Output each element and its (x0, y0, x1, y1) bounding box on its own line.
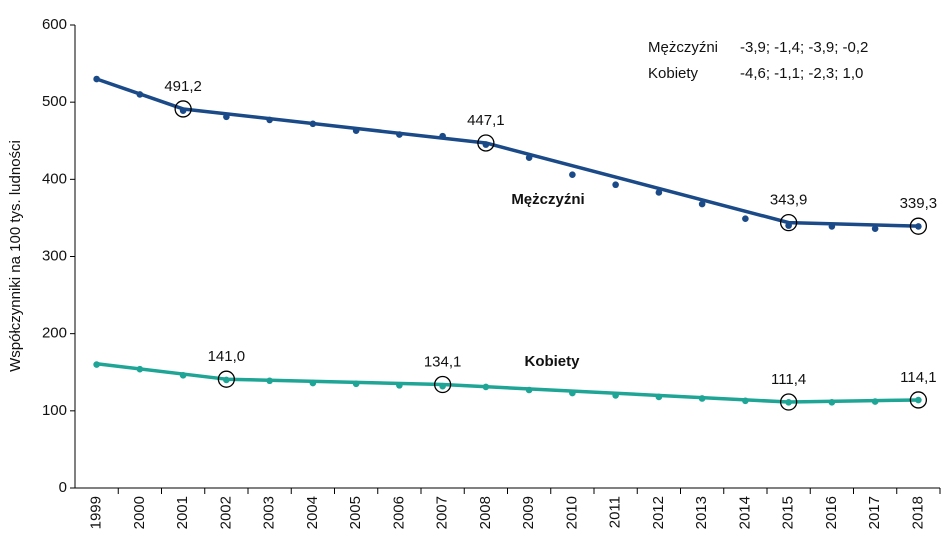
joinpoint (477, 134, 495, 152)
data-point (525, 386, 533, 394)
x-tick-label: 2014 (736, 496, 753, 529)
data-point (871, 398, 879, 405)
y-tick-label: 100 (42, 402, 67, 419)
x-tick-label: 2010 (563, 496, 580, 529)
data-point (525, 154, 533, 162)
data-point (482, 383, 490, 391)
x-tick-label: 2018 (909, 496, 926, 529)
data-point (569, 389, 576, 397)
x-tick-label: 2002 (217, 496, 234, 529)
data-point (828, 399, 836, 406)
annotation-name: Kobiety (648, 65, 699, 82)
data-point (828, 223, 836, 230)
data-point (871, 225, 879, 233)
y-tick-label: 0 (59, 479, 67, 496)
x-tick-label: 2009 (520, 496, 537, 529)
data-point (698, 395, 706, 402)
joinpoint-label: 339,3 (900, 195, 938, 212)
x-tick-label: 2005 (347, 496, 364, 529)
joinpoint-label: 134,1 (424, 353, 462, 370)
data-point (698, 200, 706, 208)
y-tick-label: 600 (42, 16, 67, 33)
data-point (309, 379, 317, 387)
joinpoint-label: 491,2 (164, 78, 202, 95)
x-tick-label: 2017 (866, 496, 883, 529)
data-point (93, 361, 100, 368)
joinpoint-label: 447,1 (467, 112, 505, 129)
x-tick-label: 1999 (88, 496, 105, 529)
x-tick-label: 2000 (131, 496, 148, 529)
data-point (742, 215, 749, 222)
data-point (482, 141, 490, 148)
data-point (352, 127, 360, 135)
data-point (785, 222, 792, 229)
data-point (136, 365, 144, 373)
x-tick-label: 2001 (174, 496, 191, 529)
joinpoint-label: 343,9 (770, 192, 808, 209)
data-point (439, 382, 446, 390)
data-point (612, 181, 619, 189)
x-tick-label: 2011 (607, 496, 624, 528)
y-tick-label: 300 (42, 247, 67, 264)
x-tick-label: 2008 (477, 496, 494, 529)
annotation-text: -4,6; -1,1; -2,3; 1,0 (740, 65, 863, 82)
data-point (352, 380, 360, 388)
x-tick-label: 2006 (390, 496, 407, 529)
joinpoint (779, 393, 798, 411)
y-tick-label: 400 (42, 170, 67, 187)
x-tick-label: 2015 (780, 496, 797, 529)
data-point (223, 113, 230, 121)
data-point (179, 372, 187, 379)
y-tick-label: 200 (42, 325, 67, 342)
x-tick-label: 2003 (261, 496, 278, 529)
joinpoint-label: 141,0 (208, 348, 246, 365)
data-point (136, 91, 144, 98)
annotation-name: Mężczyźni (648, 39, 718, 56)
data-point (655, 189, 663, 196)
data-point (785, 399, 792, 406)
joinpoint-label: 111,4 (771, 371, 806, 388)
data-point (396, 382, 403, 389)
annotation-text: -3,9; -1,4; -3,9; -0,2 (740, 39, 868, 56)
data-point (266, 116, 273, 124)
joinpoint (433, 375, 452, 394)
data-point (309, 120, 317, 128)
data-point (266, 377, 273, 385)
x-tick-label: 2016 (823, 496, 840, 529)
x-tick-label: 2004 (304, 496, 321, 529)
data-point (179, 107, 187, 114)
data-point (93, 75, 100, 83)
data-point (439, 132, 446, 140)
data-point (612, 392, 619, 399)
series-label: Mężczyźni (511, 191, 584, 208)
x-tick-label: 2012 (650, 496, 667, 529)
data-point (655, 393, 663, 401)
joinpoint (909, 217, 928, 235)
y-axis-label: Współczynniki na 100 tys. ludności (7, 140, 24, 372)
data-point (223, 376, 230, 384)
data-point (569, 171, 576, 179)
data-point (915, 223, 922, 230)
x-tick-label: 2013 (693, 496, 710, 529)
data-point (742, 397, 749, 405)
joinpoint-label: 114,1 (900, 369, 936, 386)
joinpoint (217, 370, 236, 388)
x-tick-label: 2007 (434, 496, 451, 529)
joinpoint (779, 213, 798, 232)
series-label: Kobiety (524, 353, 580, 370)
joinpoint (174, 100, 192, 118)
data-point (915, 396, 922, 404)
joinpoint (909, 391, 928, 409)
data-point (396, 131, 403, 138)
y-tick-label: 500 (42, 93, 67, 110)
